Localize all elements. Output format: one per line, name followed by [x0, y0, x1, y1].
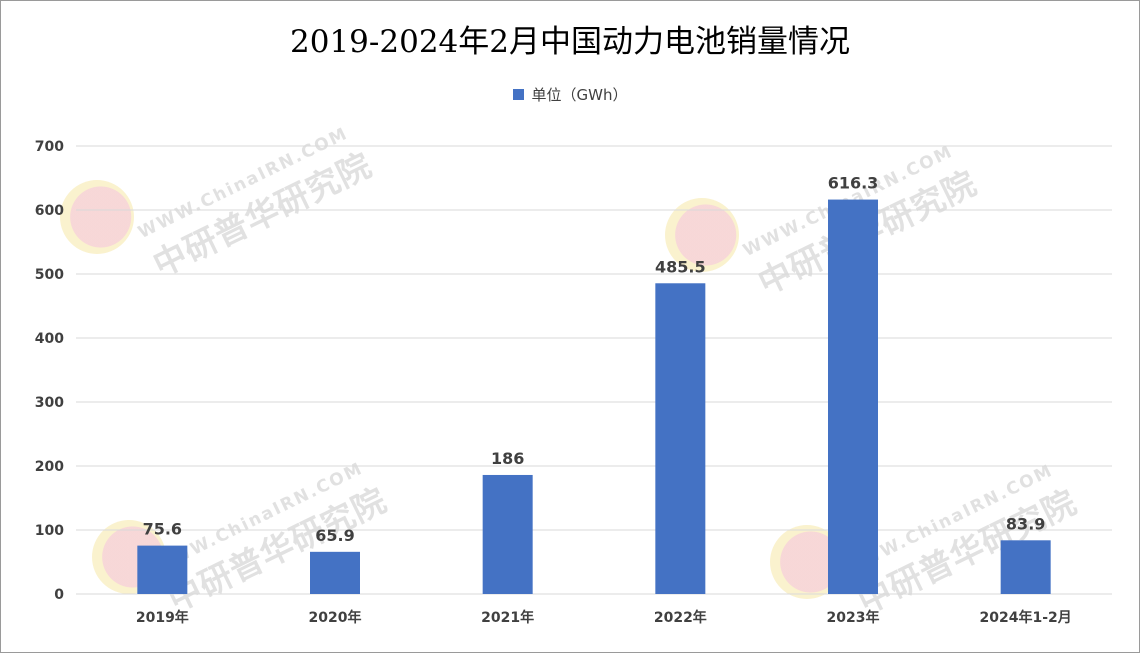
- y-tick-label: 200: [35, 459, 64, 475]
- legend: 单位（GWh）: [0, 84, 1140, 105]
- bar: [482, 474, 533, 594]
- bar: [828, 199, 878, 594]
- y-tick-label: 500: [35, 267, 64, 283]
- bar: [137, 545, 188, 594]
- x-tick-label: 2021年: [481, 609, 534, 626]
- data-label: 83.9: [1006, 514, 1045, 533]
- bar: [1000, 540, 1051, 594]
- x-tick-label: 2022年: [654, 609, 707, 626]
- bar: [310, 551, 360, 594]
- x-tick-label: 2024年1-2月: [980, 609, 1072, 626]
- data-label: 65.9: [315, 526, 354, 545]
- y-tick-label: 600: [35, 203, 64, 219]
- data-label: 616.3: [828, 174, 879, 193]
- x-tick-label: 2023年: [827, 609, 880, 626]
- chart-title: 2019-2024年2月中国动力电池销量情况: [290, 24, 850, 60]
- bar: [655, 283, 706, 594]
- legend-label: 单位（GWh）: [531, 86, 628, 104]
- y-tick-label: 0: [54, 587, 64, 603]
- y-tick-label: 700: [35, 139, 64, 155]
- x-tick-label: 2019年: [136, 609, 189, 626]
- data-label: 485.5: [655, 257, 706, 276]
- y-tick-label: 100: [35, 523, 64, 539]
- legend-swatch: [512, 89, 524, 100]
- x-tick-label: 2020年: [309, 609, 362, 626]
- data-label: 186: [491, 449, 524, 468]
- y-tick-label: 300: [35, 395, 64, 411]
- data-label: 75.6: [143, 520, 182, 539]
- y-tick-label: 400: [35, 331, 64, 347]
